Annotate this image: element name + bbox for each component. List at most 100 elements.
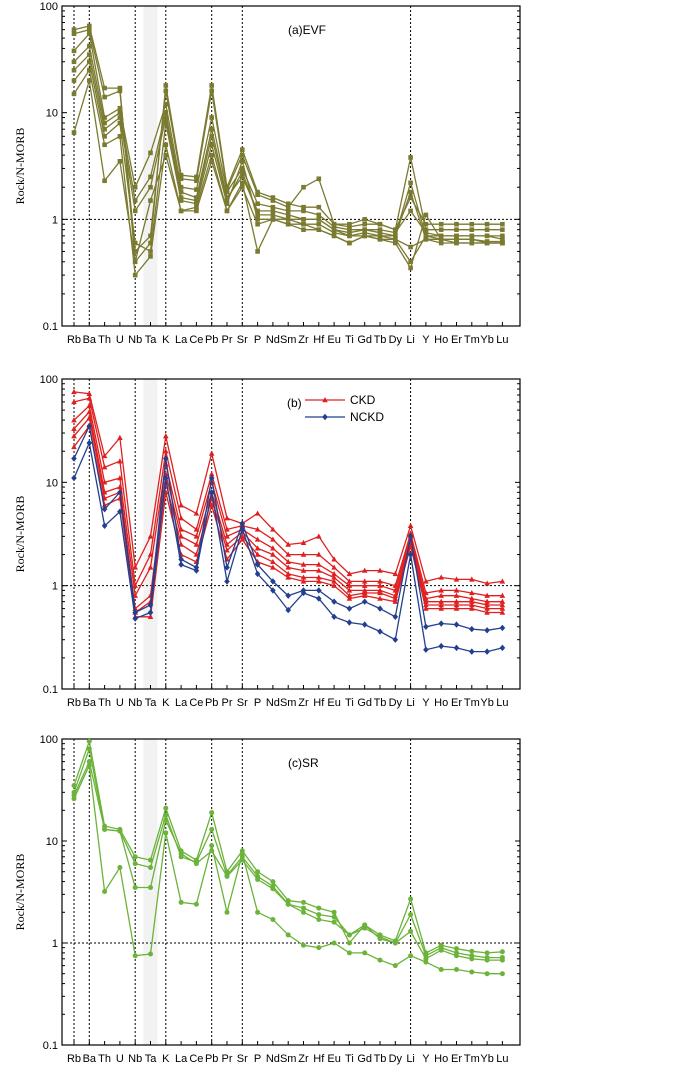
data-point	[285, 217, 291, 222]
data-point	[301, 227, 306, 232]
x-tick-label-sm: Sm	[280, 697, 297, 709]
legend-marker-nckd	[322, 413, 328, 421]
data-point	[301, 905, 306, 911]
data-point	[178, 541, 184, 547]
data-point	[469, 576, 475, 582]
data-point	[102, 94, 107, 100]
data-point	[270, 916, 276, 922]
data-point	[453, 601, 460, 608]
data-point	[469, 598, 475, 604]
data-point	[240, 152, 245, 158]
x-tick-label-pr: Pr	[222, 697, 233, 709]
data-point	[117, 828, 123, 834]
data-point	[178, 556, 184, 563]
data-point	[178, 198, 184, 203]
data-point	[331, 570, 337, 577]
panel-3: 0.1 1 10 100 Rock/N-MORB Rb Ba Th U Nb Ta K La Ce Pb Pr…	[13, 734, 521, 1065]
data-point	[438, 221, 444, 227]
data-point	[102, 888, 108, 894]
data-point	[346, 595, 353, 601]
data-point	[86, 422, 93, 430]
data-point	[453, 576, 460, 582]
data-point	[499, 609, 506, 615]
data-point	[331, 909, 337, 915]
data-point	[132, 184, 138, 190]
data-point	[86, 439, 93, 447]
data-point	[209, 134, 214, 139]
data-point	[101, 464, 108, 470]
data-point	[254, 570, 261, 578]
x-tick-label-gd: Gd	[357, 334, 372, 346]
data-point	[270, 208, 276, 214]
plot-frame	[61, 738, 521, 1046]
data-point	[132, 249, 138, 254]
data-point	[438, 227, 444, 232]
x-tick-label-zr: Zr	[298, 334, 309, 346]
data-point	[301, 899, 306, 905]
data-point	[71, 398, 77, 405]
data-point	[255, 221, 260, 227]
x-tick-label-ce: Ce	[189, 1053, 203, 1065]
data-point	[361, 578, 368, 584]
y-tick-label: 0.1	[43, 684, 58, 696]
x-tick-label-ti: Ti	[345, 697, 354, 709]
data-point	[209, 83, 214, 88]
data-point	[270, 558, 276, 565]
data-point	[86, 759, 92, 765]
x-tick-label-hf: Hf	[313, 334, 325, 346]
x-tick-label-tb: Tb	[374, 697, 387, 709]
data-point	[148, 254, 153, 259]
data-point	[163, 110, 169, 115]
data-point	[163, 455, 169, 462]
data-point	[285, 558, 291, 565]
data-point	[86, 746, 92, 752]
data-point	[224, 564, 230, 571]
x-tick-label-ba: Ba	[83, 1053, 97, 1065]
data-point	[239, 851, 245, 857]
data-point	[102, 142, 107, 148]
data-point	[469, 605, 475, 611]
data-point	[377, 236, 383, 242]
data-point	[408, 265, 413, 271]
x-tick-label-p: P	[254, 697, 261, 709]
data-point	[377, 605, 383, 612]
data-point	[362, 221, 367, 227]
data-point	[209, 88, 214, 94]
series-sr-2	[71, 746, 505, 961]
x-tick-label-pr: Pr	[222, 1053, 233, 1065]
data-point	[117, 115, 123, 120]
data-point	[484, 605, 490, 611]
series-line	[73, 763, 503, 975]
data-point	[331, 919, 337, 925]
x-tick-label-ta: Ta	[145, 1053, 158, 1065]
data-point	[209, 126, 214, 132]
data-point	[270, 536, 276, 542]
data-point	[86, 390, 93, 396]
data-point	[224, 578, 230, 585]
data-point	[208, 450, 215, 456]
data-point	[270, 879, 276, 885]
y-tick-label: 100	[40, 734, 58, 746]
data-point	[193, 567, 200, 574]
x-tick-label-zr: Zr	[298, 697, 309, 709]
x-tick-label-nb: Nb	[128, 334, 142, 346]
data-point	[377, 595, 383, 601]
x-tick-label-tb: Tb	[374, 1053, 387, 1065]
data-point	[316, 595, 322, 602]
x-tick-label-k: K	[162, 697, 170, 709]
data-point	[285, 592, 291, 599]
data-point	[163, 142, 169, 148]
data-point	[392, 595, 399, 601]
data-point	[361, 589, 368, 596]
x-tick-label-dy: Dy	[389, 334, 403, 346]
data-point	[117, 864, 123, 870]
data-point	[438, 947, 444, 953]
y-tick-label: 1	[52, 938, 58, 950]
data-point	[407, 530, 414, 536]
data-point	[71, 433, 77, 439]
data-point	[362, 227, 367, 232]
data-point	[454, 953, 459, 959]
data-point	[163, 830, 169, 836]
data-point	[331, 582, 337, 588]
data-point	[438, 236, 444, 242]
